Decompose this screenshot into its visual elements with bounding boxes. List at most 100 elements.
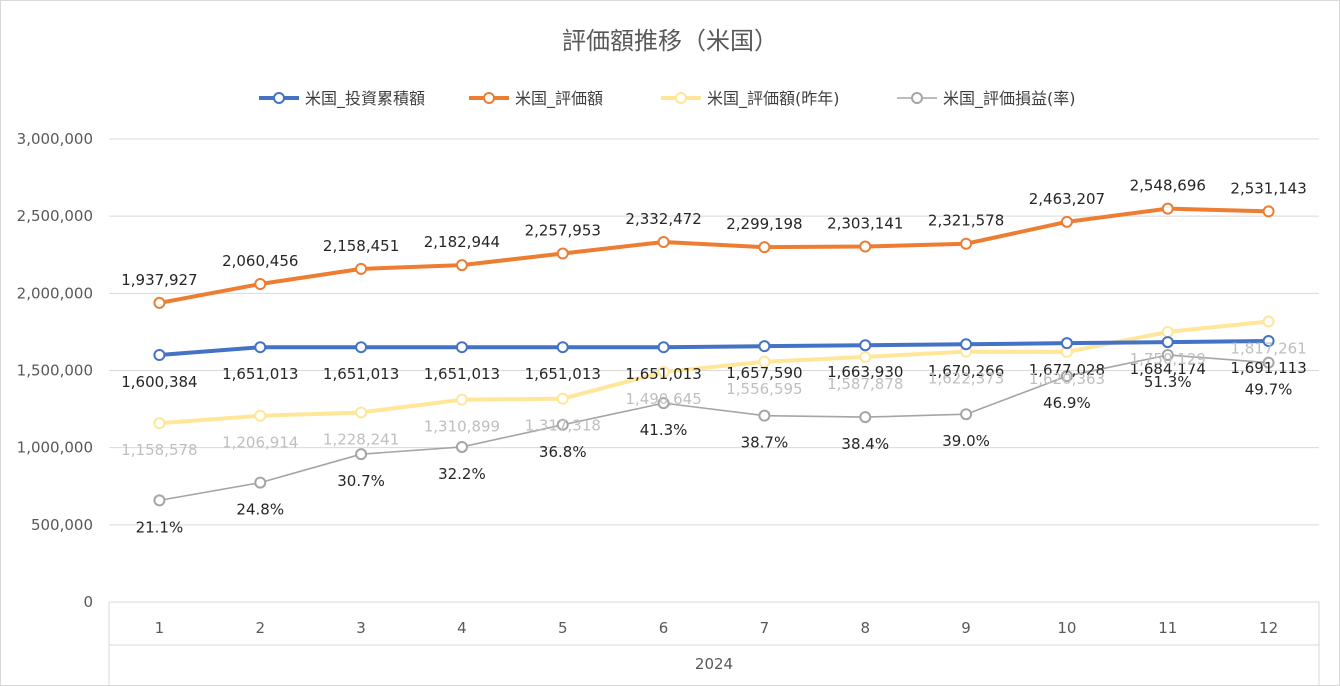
data-point — [657, 341, 670, 354]
data-point — [455, 341, 468, 354]
y-tick-label: 0 — [83, 593, 93, 611]
data-point — [657, 397, 670, 410]
data-label: 2,158,451 — [323, 237, 399, 255]
data-point — [153, 296, 166, 309]
data-point — [556, 341, 569, 354]
data-label: 51.3% — [1144, 373, 1192, 391]
data-point — [758, 355, 771, 368]
data-point — [556, 418, 569, 431]
data-label: 38.7% — [741, 434, 789, 452]
data-point — [1262, 315, 1275, 328]
data-point — [1262, 356, 1275, 369]
data-label: 1,490,645 — [625, 390, 701, 408]
data-point — [355, 262, 368, 275]
x-tick-label: 1 — [155, 619, 165, 637]
data-label: 2,463,207 — [1029, 190, 1105, 208]
data-point — [1161, 202, 1174, 215]
data-point — [859, 339, 872, 352]
data-label: 1,684,174 — [1130, 360, 1206, 378]
gridlines — [109, 138, 1319, 526]
y-tick-label: 1,500,000 — [17, 362, 93, 380]
data-point — [153, 417, 166, 430]
x-tick-label: 11 — [1158, 619, 1177, 637]
data-label: 2,548,696 — [1130, 177, 1206, 195]
data-label: 1,620,363 — [1029, 370, 1105, 388]
data-label: 1,691,113 — [1230, 359, 1306, 377]
data-labels-layer: 1,600,384 1,651,013 1,651,013 1,651,013 1,65… — [121, 177, 1307, 537]
data-point — [657, 236, 670, 249]
legend-entry: 米国_評価損益(率) — [943, 89, 1076, 109]
data-label: 1,937,927 — [121, 271, 197, 289]
y-tick-label: 500,000 — [31, 516, 93, 534]
data-label: 2,299,198 — [726, 215, 802, 233]
data-point — [758, 340, 771, 353]
data-label: 1,206,914 — [222, 434, 298, 452]
data-point — [556, 392, 569, 405]
data-label: 46.9% — [1043, 394, 1091, 412]
legend: 米国_投資累積額 米国_評価額 米国_評価額(昨年) 米国_評価損益(率) — [259, 89, 1076, 109]
legend-entry: 米国_投資累積額 — [305, 89, 425, 109]
y-axis: 0 500,000 1,000,000 1,500,000 2,000,000 2,500… — [17, 130, 93, 611]
data-point — [355, 406, 368, 419]
data-label: 2,060,456 — [222, 252, 298, 270]
series-line — [158, 354, 1270, 502]
data-point — [455, 259, 468, 272]
data-point — [1262, 205, 1275, 218]
data-point — [355, 448, 368, 461]
data-label: 41.3% — [640, 421, 688, 439]
data-point — [960, 338, 973, 351]
data-point — [355, 341, 368, 354]
data-point — [1060, 337, 1073, 350]
data-point — [556, 247, 569, 260]
data-label: 2,531,143 — [1230, 179, 1306, 197]
x-tick-label: 3 — [356, 619, 366, 637]
y-tick-label: 2,500,000 — [17, 207, 93, 225]
x-tick-label: 4 — [457, 619, 467, 637]
data-point — [1161, 325, 1174, 338]
legend-swatch-marker — [483, 92, 495, 104]
legend-swatch-marker — [675, 92, 687, 104]
data-point — [758, 241, 771, 254]
data-point — [859, 350, 872, 363]
data-label: 1,651,013 — [424, 365, 500, 383]
data-label: 1,817,261 — [1230, 340, 1306, 358]
data-point — [254, 476, 267, 489]
series-line — [157, 319, 1271, 426]
data-label: 1,622,373 — [928, 370, 1004, 388]
data-label: 1,651,013 — [625, 365, 701, 383]
data-label: 2,332,472 — [625, 210, 701, 228]
series-line — [157, 339, 1271, 358]
legend-entry: 米国_評価額(昨年) — [707, 89, 840, 109]
data-label: 2,303,141 — [827, 215, 903, 233]
data-point — [254, 409, 267, 422]
x-tick-label: 2 — [255, 619, 265, 637]
data-point — [1060, 215, 1073, 228]
data-label: 1,587,878 — [827, 375, 903, 393]
data-label: 1,651,013 — [222, 365, 298, 383]
data-point — [859, 240, 872, 253]
data-label: 49.7% — [1245, 381, 1293, 399]
legend-entry: 米国_評価額 — [515, 89, 603, 109]
x-tick-label: 10 — [1057, 619, 1076, 637]
data-point — [960, 237, 973, 250]
x-tick-label: 9 — [961, 619, 971, 637]
x-tick-label: 8 — [860, 619, 870, 637]
series-layer — [153, 202, 1275, 507]
data-label: 36.8% — [539, 443, 587, 461]
series-line — [157, 206, 1271, 305]
legend-swatch-marker — [273, 92, 285, 104]
data-label: 1,600,384 — [121, 373, 197, 391]
x-group-label: 2024 — [695, 655, 733, 673]
data-label: 1,556,595 — [726, 380, 802, 398]
x-tick-label: 5 — [558, 619, 568, 637]
data-label: 1,158,578 — [121, 441, 197, 459]
y-tick-label: 3,000,000 — [17, 130, 93, 148]
data-label: 1,228,241 — [323, 430, 399, 448]
data-label: 30.7% — [337, 472, 385, 490]
x-tick-label: 6 — [659, 619, 669, 637]
chart-title: 評価額推移（米国） — [562, 27, 778, 55]
data-point — [758, 409, 771, 422]
data-point — [153, 349, 166, 362]
